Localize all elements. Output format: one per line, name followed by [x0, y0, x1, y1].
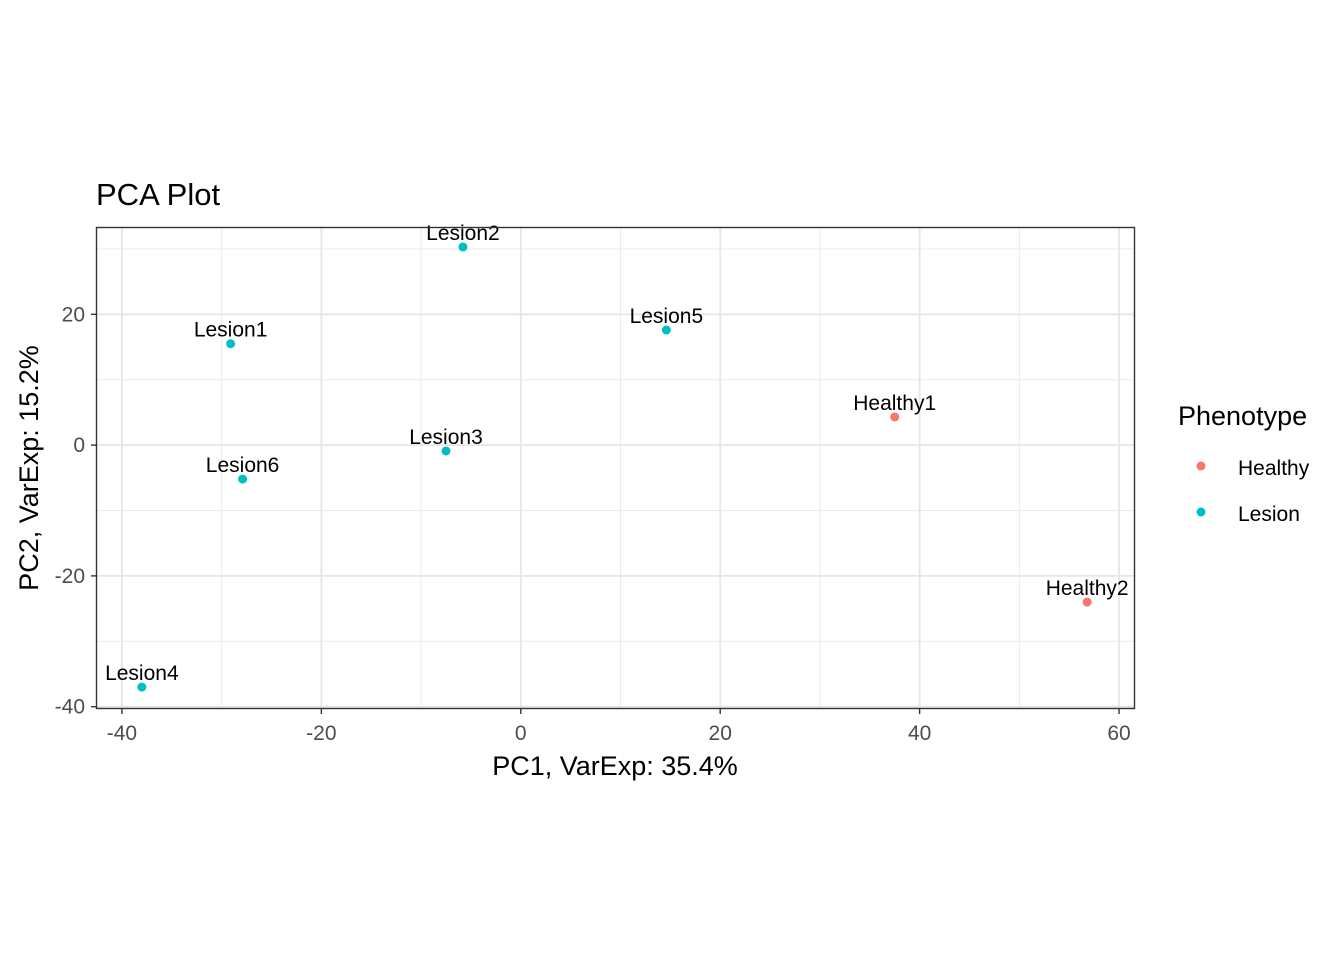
- major-gridlines: [97, 228, 1134, 708]
- legend-title: Phenotype: [1178, 401, 1307, 431]
- x-tick-label: -20: [306, 722, 336, 745]
- y-tick-label: 20: [62, 303, 85, 326]
- x-axis-ticks: -40 -20 0 20 40 60: [107, 708, 1131, 745]
- data-point-lesion3: [441, 446, 451, 456]
- point-label-lesion4: Lesion4: [105, 662, 179, 685]
- legend-key-healthy: [1196, 461, 1206, 471]
- data-point-lesion4: [137, 682, 147, 692]
- point-label-lesion1: Lesion1: [194, 319, 268, 342]
- point-label-lesion2: Lesion2: [426, 222, 500, 245]
- point-label-lesion3: Lesion3: [409, 426, 483, 449]
- data-point-lesion5: [661, 325, 671, 335]
- legend-label-lesion: Lesion: [1238, 503, 1300, 526]
- point-label-healthy1: Healthy1: [853, 392, 936, 415]
- data-point-healthy1: [890, 412, 900, 422]
- x-axis-title: PC1, VarExp: 35.4%: [492, 751, 738, 781]
- y-axis-ticks: -40 -20 0 20: [55, 303, 97, 719]
- chart-title: PCA Plot: [96, 177, 220, 212]
- y-axis-title: PC2, VarExp: 15.2%: [14, 345, 44, 591]
- point-label-lesion6: Lesion6: [206, 454, 280, 477]
- minor-gridlines: [97, 228, 1134, 708]
- x-tick-label: -40: [107, 722, 137, 745]
- x-tick-label: 0: [515, 722, 527, 745]
- point-label-lesion5: Lesion5: [630, 305, 704, 328]
- data-point-lesion6: [238, 474, 248, 484]
- point-label-healthy2: Healthy2: [1046, 577, 1129, 600]
- y-tick-label: 0: [73, 434, 85, 457]
- y-tick-label: -20: [55, 565, 85, 588]
- x-tick-label: 40: [908, 722, 931, 745]
- data-point-lesion2: [458, 242, 468, 252]
- y-tick-label: -40: [55, 696, 85, 719]
- point-labels: Lesion1 Lesion2 Lesion3 Lesion4 Lesion5 Lesio…: [105, 222, 1128, 685]
- panel-border: [95, 226, 1136, 710]
- legend-key-lesion: [1196, 507, 1206, 517]
- x-tick-label: 60: [1107, 722, 1130, 745]
- data-point-lesion1: [226, 339, 236, 349]
- data-points: [137, 242, 1092, 692]
- legend: Phenotype Healthy Lesion: [1178, 401, 1310, 526]
- x-tick-label: 20: [709, 722, 732, 745]
- data-point-healthy2: [1082, 597, 1092, 607]
- legend-label-healthy: Healthy: [1238, 457, 1310, 480]
